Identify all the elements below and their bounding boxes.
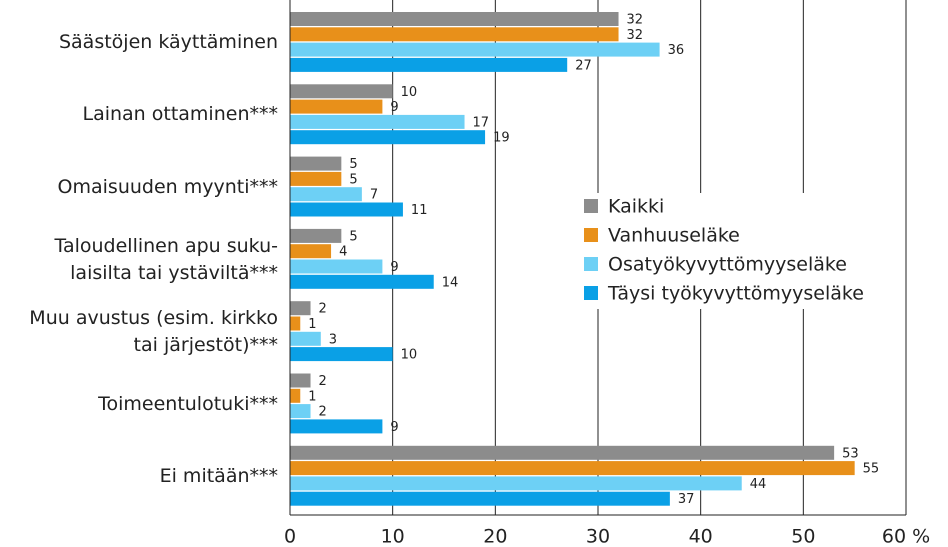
bar [290,301,311,316]
value-label: 5 [349,229,357,244]
legend-label: Kaikki [608,196,664,218]
value-label: 2 [319,374,327,389]
value-label: 10 [401,85,418,100]
value-label: 11 [411,203,428,218]
x-tick-label: 30 [586,526,610,547]
bar [290,27,619,42]
value-label: 1 [308,317,316,332]
x-tick-label: 60 % [882,526,930,547]
bar [290,347,393,362]
bar [290,445,835,460]
bar [290,388,301,403]
value-label: 17 [473,115,490,130]
legend-swatch [584,257,598,271]
x-tick-label: 10 [381,526,405,547]
bar [290,42,660,57]
bar [290,244,332,259]
bar [290,491,670,506]
value-label: 5 [349,172,357,187]
value-label: 9 [390,100,398,115]
category-label: Ei mitään*** [159,464,278,487]
value-label: 7 [370,188,378,203]
bar [290,84,393,99]
legend-swatch [584,228,598,242]
category-label: Lainan ottaminen*** [82,103,278,126]
value-label: 5 [349,157,357,172]
legend-bg [578,280,888,309]
value-label: 32 [627,13,644,28]
bar [290,130,486,145]
category-label: Taloudellinen apu suku- laisilta tai yst… [54,234,279,284]
value-label: 53 [842,446,859,461]
value-label: 44 [750,477,767,492]
legend-label: Vanhuuseläke [608,225,740,247]
bar [290,476,742,491]
value-label: 3 [329,332,337,347]
category-label: Toimeentulotuki*** [98,392,278,415]
legend-swatch [584,286,598,300]
bar [290,461,855,476]
legend-bg [578,222,888,251]
category-label: Säästöjen käyttäminen [58,31,278,54]
bar [290,187,362,202]
bar [290,331,321,346]
value-label: 4 [339,245,347,260]
value-label: 37 [678,492,695,507]
bar [290,156,342,171]
category-label: Omaisuuden myynti*** [57,175,278,198]
bar [290,57,568,72]
x-tick-label: 0 [284,526,296,547]
category-label: Muu avustus (esim. kirkko tai järjestöt)… [29,306,278,356]
bar [290,316,301,331]
value-label: 27 [575,58,592,73]
legend-swatch [584,199,598,213]
legend-bg [578,193,888,222]
bar [290,12,619,26]
bar [290,259,383,274]
x-tick-label: 50 [791,526,815,547]
bar [290,228,342,243]
x-tick-label: 40 [689,526,713,547]
value-label: 19 [493,131,510,146]
value-label: 32 [627,28,644,43]
value-label: 10 [401,348,418,363]
bar [290,99,383,114]
bar [290,114,465,129]
value-label: 2 [319,302,327,317]
legend-label: Osatyökyvyttömyyseläke [608,254,847,276]
bar [290,404,311,419]
bar [290,202,403,217]
bar [290,373,311,388]
legend-label: Täysi työkyvyttömyyseläke [607,283,864,305]
legend-bg [578,251,888,280]
value-label: 1 [308,389,316,404]
value-label: 14 [442,275,459,290]
value-label: 2 [319,405,327,420]
x-tick-label: 20 [483,526,507,547]
value-label: 36 [668,43,685,58]
bar [290,419,383,434]
value-label: 9 [390,260,398,275]
bar [290,274,434,289]
value-label: 55 [863,462,880,477]
value-label: 9 [390,420,398,435]
bar [290,171,342,186]
